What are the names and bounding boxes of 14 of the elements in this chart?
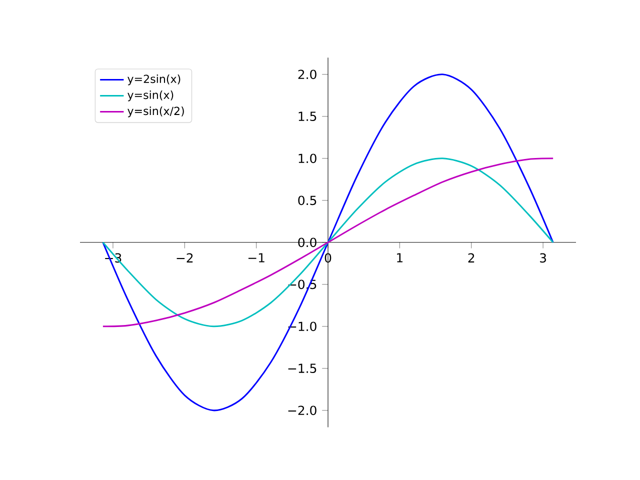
y-tick-label: 2.0: [298, 70, 316, 80]
x-tick-label: 2: [468, 253, 474, 262]
y-tick-label: 0.5: [298, 196, 316, 206]
x-tick-label: −1: [248, 253, 264, 262]
x-tick-label: 3: [540, 253, 546, 263]
legend-label: y=sin(x/2): [128, 106, 184, 118]
x-tick-label: 1: [397, 253, 402, 262]
y-tick-label: 1.5: [298, 112, 316, 122]
y-tick-label: 1.0: [298, 154, 316, 164]
y-tick-label: −2.0: [288, 406, 316, 416]
legend-label: y=2sin(x): [128, 74, 180, 86]
x-tick-label: −2: [176, 253, 193, 262]
y-tick-label: −1.5: [288, 364, 316, 374]
legend-label: y=sin(x): [128, 90, 174, 102]
